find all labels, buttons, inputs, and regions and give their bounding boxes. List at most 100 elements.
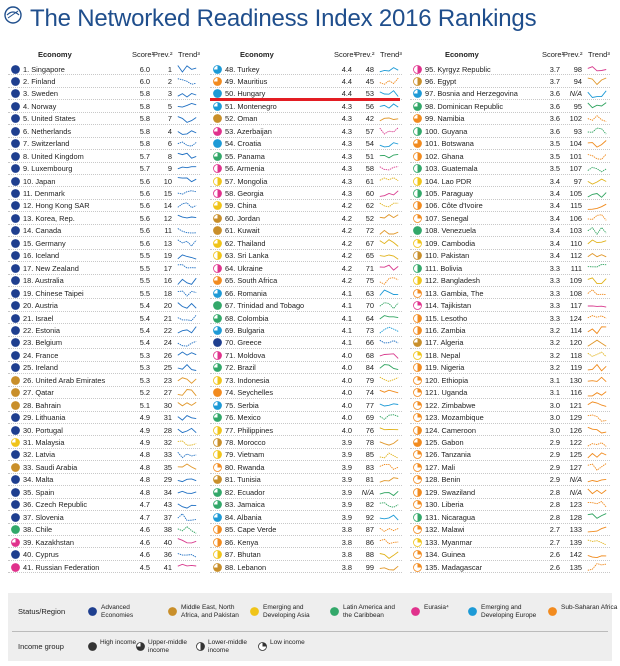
trend-line bbox=[379, 103, 399, 109]
score-value: 4.9 bbox=[139, 438, 150, 447]
prev-rank-value: 121 bbox=[569, 400, 582, 410]
economy-name: 26. United Arab Emirates bbox=[23, 375, 106, 385]
trend-line bbox=[379, 67, 399, 73]
legend-region-label: Latin America and the Caribbean bbox=[343, 604, 396, 619]
table-row: 101. Botswana 3.5 104 bbox=[410, 138, 610, 151]
trend-line bbox=[587, 214, 607, 221]
legend-income-dot-icon bbox=[136, 642, 145, 651]
trend-line bbox=[587, 339, 607, 347]
trend-line bbox=[379, 353, 399, 360]
region-income-dot-icon bbox=[413, 101, 422, 111]
score-value: 3.9 bbox=[341, 487, 352, 497]
table-row: 57. Mongolia 4.3 61 bbox=[210, 175, 402, 188]
trend-sparkline bbox=[177, 177, 197, 183]
score-value: 5.8 bbox=[139, 126, 150, 136]
score-header: Score¹ bbox=[542, 50, 565, 59]
table-row: 15. Germany 5.6 13 bbox=[8, 237, 200, 250]
region-income-dot-icon bbox=[11, 450, 20, 460]
score-value: 5.4 bbox=[139, 325, 150, 335]
score-value: 3.9 bbox=[341, 438, 352, 447]
prev-rank-value: 34 bbox=[163, 487, 172, 497]
economy-name: 116. Zambia bbox=[425, 325, 466, 335]
score-value: 4.2 bbox=[341, 201, 352, 211]
prev-rank-value: 13 bbox=[163, 238, 172, 248]
region-income-dot-icon bbox=[11, 139, 20, 149]
region-income-dot-icon bbox=[213, 251, 222, 261]
table-row: 3. Sweden 5.8 3 bbox=[8, 88, 200, 101]
trend-line bbox=[587, 289, 607, 296]
region-income-dot-icon bbox=[11, 475, 20, 485]
trend-sparkline bbox=[379, 301, 399, 309]
economy-name: 96. Egypt bbox=[425, 76, 457, 86]
table-row: 34. Malta 4.8 29 bbox=[8, 474, 200, 487]
trend-sparkline bbox=[379, 527, 399, 532]
legend-region-label: Emerging and Developing Europe bbox=[481, 604, 537, 619]
score-value: 5.2 bbox=[139, 388, 150, 398]
table-row: 17. New Zealand 5.5 17 bbox=[8, 262, 200, 275]
trend-sparkline bbox=[587, 214, 607, 221]
trend-line bbox=[177, 254, 197, 260]
region-income-dot-icon bbox=[11, 438, 20, 447]
region-income-dot-icon bbox=[213, 301, 222, 310]
table-row: 81. Tunisia 3.9 81 bbox=[210, 474, 402, 487]
region-income-dot-icon bbox=[213, 375, 222, 385]
trend-sparkline bbox=[587, 500, 607, 508]
score-value: 4.2 bbox=[341, 226, 352, 236]
economy-name: 69. Bulgaria bbox=[225, 325, 265, 335]
region-income-dot-icon bbox=[11, 151, 20, 161]
trend-sparkline bbox=[587, 166, 607, 172]
prev-rank-value: 93 bbox=[573, 126, 582, 136]
prev-rank-value: 20 bbox=[163, 301, 172, 311]
table-row: 24. France 5.3 26 bbox=[8, 349, 200, 362]
score-value: 5.6 bbox=[139, 189, 150, 198]
trend-line bbox=[379, 141, 399, 148]
trend-line bbox=[177, 401, 197, 407]
score-value: 4.4 bbox=[341, 76, 352, 86]
table-row: 12. Hong Kong SAR 5.6 14 bbox=[8, 200, 200, 213]
prev-rank-value: 36 bbox=[163, 550, 172, 560]
trend-sparkline bbox=[177, 202, 197, 209]
table-row: 67. Trinidad and Tobago 4.1 70 bbox=[210, 300, 402, 312]
trend-sparkline bbox=[587, 463, 607, 472]
prev-rank-value: 98 bbox=[573, 64, 582, 74]
economy-name: 98. Dominican Republic bbox=[425, 101, 504, 111]
score-value: 4.3 bbox=[341, 101, 352, 111]
trend-line bbox=[177, 414, 197, 421]
score-value: 5.3 bbox=[139, 375, 150, 385]
region-income-dot-icon bbox=[413, 313, 422, 323]
trend-line bbox=[177, 103, 197, 108]
region-income-dot-icon bbox=[213, 562, 222, 572]
prev-rank-value: 101 bbox=[569, 151, 582, 161]
trend-sparkline bbox=[379, 229, 399, 235]
score-value: 4.4 bbox=[341, 64, 352, 74]
economy-name: 106. Côte d'Ivoire bbox=[425, 201, 483, 211]
trend-line bbox=[177, 189, 197, 195]
trend-line bbox=[587, 326, 607, 335]
prev-rank-value: 107 bbox=[569, 164, 582, 174]
trend-sparkline bbox=[587, 390, 607, 397]
table-row: 70. Greece 4.1 66 bbox=[210, 337, 402, 350]
trend-line bbox=[177, 314, 197, 322]
region-income-dot-icon bbox=[213, 126, 222, 136]
region-income-dot-icon bbox=[11, 363, 20, 373]
prev-rank-value: 33 bbox=[163, 450, 172, 460]
trend-line bbox=[379, 89, 399, 97]
economy-name: 59. China bbox=[225, 201, 257, 211]
economy-name: 62. Thailand bbox=[225, 238, 266, 248]
economy-name: 51. Montenegro bbox=[225, 101, 277, 111]
region-income-dot-icon bbox=[413, 388, 422, 398]
trend-sparkline bbox=[379, 67, 399, 73]
region-income-dot-icon bbox=[11, 164, 20, 173]
table-row: 1. Singapore 6.0 1 bbox=[8, 63, 200, 76]
region-income-dot-icon bbox=[11, 251, 20, 261]
trend-line bbox=[379, 438, 399, 446]
prev-rank-value: 129 bbox=[569, 413, 582, 423]
region-income-dot-icon bbox=[213, 64, 222, 74]
trend-sparkline bbox=[177, 103, 197, 108]
economy-name: 83. Jamaica bbox=[225, 500, 265, 510]
prev-rank-value: 85 bbox=[365, 450, 374, 460]
trend-sparkline bbox=[587, 178, 607, 185]
region-income-dot-icon bbox=[413, 226, 422, 236]
score-value: 4.0 bbox=[341, 388, 352, 398]
prev-rank-value: 28 bbox=[163, 425, 172, 435]
